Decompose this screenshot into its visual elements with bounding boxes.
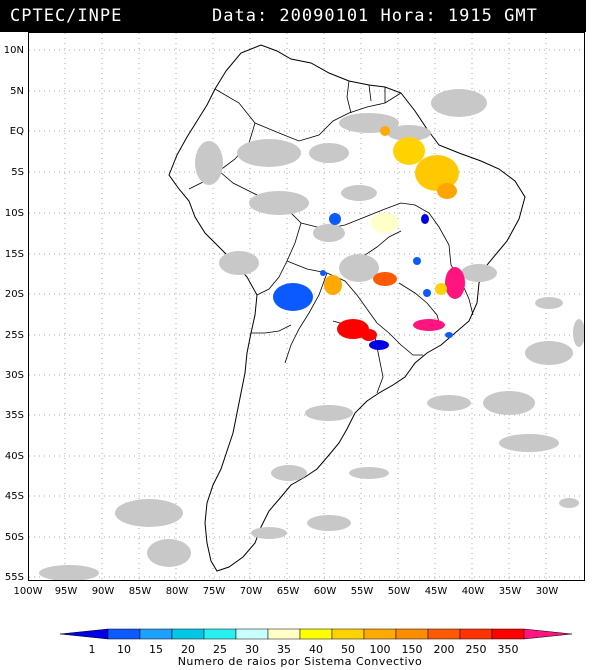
- colorbar-segment: [491, 628, 525, 640]
- colorbar-tick-100: 100: [369, 643, 391, 656]
- cloud-cover: [39, 89, 584, 580]
- lat-label-eq: EQ: [9, 126, 24, 137]
- colorbar-segment: [107, 628, 141, 640]
- colorbar-segment: [171, 628, 205, 640]
- colorbar-tick-10: 10: [117, 643, 131, 656]
- colorbar-tick-150: 150: [401, 643, 423, 656]
- lon-label-100w: 100W: [13, 586, 43, 597]
- colorbar-segment: [459, 628, 493, 640]
- colorbar-tick-20: 20: [181, 643, 195, 656]
- lat-label-40s: 40S: [4, 451, 24, 462]
- lon-label-80w: 80W: [165, 586, 189, 597]
- colorbar-segment: [235, 628, 269, 640]
- colorbar-segment: [267, 628, 301, 640]
- colorbar-ticks: 1 10 15 20 25 30 35 40 50 100 150 200 25…: [0, 643, 600, 656]
- colorbar-tick-15: 15: [149, 643, 163, 656]
- lat-label-20s: 20S: [4, 289, 24, 300]
- lat-label-30s: 30S: [4, 370, 24, 381]
- lon-label-75w: 75W: [202, 586, 226, 597]
- lat-label-10s: 10S: [4, 208, 24, 219]
- colorbar-tick-50: 50: [341, 643, 355, 656]
- lat-label-55s: 55S: [4, 572, 24, 583]
- lightning-cells: [273, 126, 465, 350]
- lightning-map: [28, 32, 585, 581]
- colorbar-tick-25: 25: [213, 643, 227, 656]
- colorbar-tick-250: 250: [465, 643, 487, 656]
- colorbar-segment: [59, 628, 109, 640]
- lon-label-45w: 45W: [424, 586, 448, 597]
- lat-label-5n: 5N: [10, 86, 24, 97]
- lat-label-50s: 50S: [4, 532, 24, 543]
- colorbar-tick-35: 35: [277, 643, 291, 656]
- lon-label-40w: 40W: [461, 586, 485, 597]
- lat-label-10n: 10N: [3, 45, 24, 56]
- colorbar-segment: [427, 628, 461, 640]
- lat-label-15s: 15S: [4, 249, 24, 260]
- lon-label-95w: 95W: [54, 586, 78, 597]
- lat-label-45s: 45S: [4, 491, 24, 502]
- map-svg: [29, 33, 584, 580]
- lon-label-90w: 90W: [91, 586, 115, 597]
- lon-label-30w: 30W: [535, 586, 559, 597]
- colorbar-tick-350: 350: [497, 643, 519, 656]
- lon-label-55w: 55W: [350, 586, 374, 597]
- lon-label-85w: 85W: [128, 586, 152, 597]
- lat-label-35s: 35S: [4, 410, 24, 421]
- colorbar-segment: [395, 628, 429, 640]
- lon-label-70w: 70W: [239, 586, 263, 597]
- title-source: CPTEC/INPE: [10, 6, 123, 26]
- lon-label-50w: 50W: [387, 586, 411, 597]
- title-bar: CPTEC/INPE Data: 20090101 Hora: 1915 GMT: [0, 0, 586, 32]
- colorbar-segment: [203, 628, 237, 640]
- colorbar-segments: [59, 628, 573, 640]
- lat-label-25s: 25S: [4, 330, 24, 341]
- lat-label-5s: 5S: [11, 167, 24, 178]
- colorbar-segment: [299, 628, 333, 640]
- colorbar-caption: Numero de raios por Sistema Convectivo: [177, 655, 423, 668]
- colorbar-tick-1: 1: [88, 643, 96, 656]
- colorbar-segment: [523, 628, 573, 640]
- lon-label-60w: 60W: [313, 586, 337, 597]
- colorbar-segment: [331, 628, 365, 640]
- lon-label-35w: 35W: [498, 586, 522, 597]
- lon-label-65w: 65W: [276, 586, 300, 597]
- colorbar-tick-40: 40: [309, 643, 323, 656]
- title-datetime: Data: 20090101 Hora: 1915 GMT: [212, 6, 538, 26]
- colorbar-segment: [363, 628, 397, 640]
- colorbar-tick-200: 200: [433, 643, 455, 656]
- colorbar-tick-30: 30: [245, 643, 259, 656]
- colorbar-segment: [139, 628, 173, 640]
- colorbar: [59, 628, 573, 640]
- graticule: [29, 33, 584, 580]
